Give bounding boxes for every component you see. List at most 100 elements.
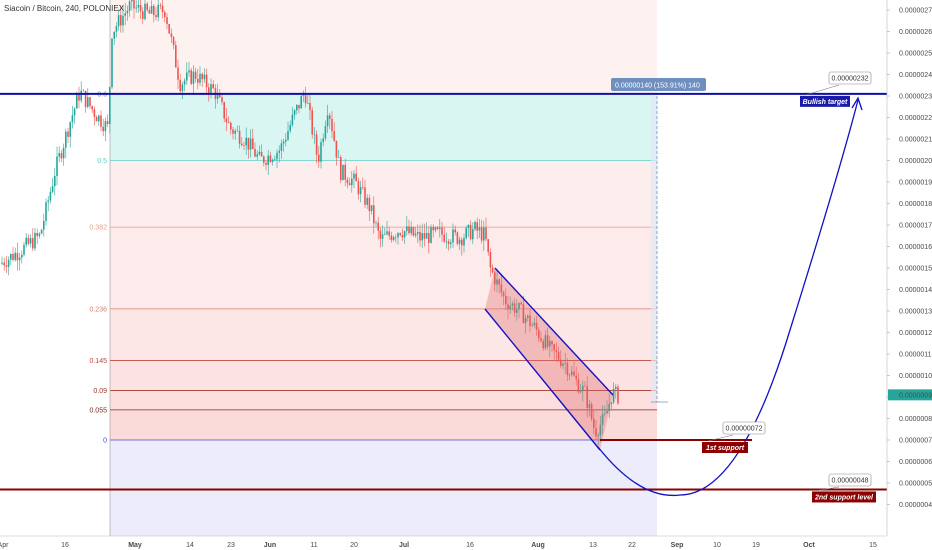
candle-body bbox=[469, 224, 472, 240]
candle-body bbox=[67, 131, 69, 137]
candle-body bbox=[579, 391, 582, 393]
callout-label: Bullish target bbox=[803, 99, 848, 106]
candle-body bbox=[78, 94, 80, 101]
candle-body bbox=[571, 371, 573, 375]
candle-body bbox=[302, 95, 305, 97]
candle-body bbox=[260, 151, 263, 157]
price-tick-label: 0.00000110 bbox=[899, 352, 932, 359]
candle-body bbox=[45, 202, 47, 221]
candle-body bbox=[212, 84, 214, 89]
candle-body bbox=[227, 122, 230, 123]
fib-level-label: 0.5 bbox=[97, 158, 107, 165]
candle-body bbox=[199, 73, 201, 83]
candle-body bbox=[203, 74, 206, 80]
time-tick-label: Jul bbox=[399, 542, 409, 549]
candle-body bbox=[230, 122, 232, 130]
candle-body bbox=[278, 150, 280, 153]
candle-body bbox=[346, 179, 349, 184]
candle-body bbox=[476, 222, 478, 231]
candle-body bbox=[502, 292, 505, 297]
callout-tag bbox=[800, 95, 850, 107]
candle-body bbox=[601, 414, 604, 425]
candle-body bbox=[612, 388, 615, 403]
candle-body bbox=[463, 238, 465, 246]
time-tick-label: Aug bbox=[531, 542, 545, 549]
candle-body bbox=[432, 227, 434, 231]
candle-body bbox=[181, 84, 184, 92]
fib-level-label: 0.145 bbox=[89, 358, 107, 365]
candle-body bbox=[87, 97, 89, 107]
candle-body bbox=[161, 5, 164, 13]
candle-body bbox=[208, 87, 210, 93]
candle-body bbox=[38, 233, 41, 237]
candle-body bbox=[300, 96, 302, 109]
candle-body bbox=[122, 15, 124, 26]
candle-body bbox=[241, 143, 243, 146]
callout-value: 0.00000232 bbox=[832, 76, 869, 83]
candle-body bbox=[3, 262, 5, 266]
candle-body bbox=[447, 241, 450, 244]
candle-body bbox=[590, 404, 593, 419]
candle-body bbox=[166, 17, 168, 25]
candle-body bbox=[5, 265, 8, 267]
candle-body bbox=[573, 371, 575, 376]
candle-body bbox=[410, 227, 412, 234]
candle-body bbox=[115, 26, 118, 32]
candle-body bbox=[379, 230, 382, 239]
time-tick-label: 11 bbox=[310, 542, 317, 549]
candle-body bbox=[399, 233, 401, 235]
candle-body bbox=[425, 232, 428, 239]
candle-body bbox=[331, 118, 333, 132]
candle-body bbox=[610, 402, 613, 404]
candle-body bbox=[320, 142, 322, 162]
candle-body bbox=[18, 257, 21, 261]
candle-body bbox=[98, 115, 100, 122]
callout-pointer bbox=[805, 84, 840, 96]
candle-body bbox=[443, 234, 445, 242]
candle-body bbox=[276, 152, 278, 160]
callout-tag bbox=[702, 442, 748, 453]
candle-body bbox=[390, 235, 393, 240]
price-axis-bg bbox=[887, 0, 932, 550]
candle-body bbox=[188, 70, 190, 73]
candle-body bbox=[344, 164, 346, 180]
candle-body bbox=[60, 153, 63, 159]
candle-body bbox=[120, 15, 122, 26]
candle-body bbox=[557, 352, 560, 360]
callout-label: 1st support bbox=[706, 445, 745, 452]
candle-body bbox=[137, 5, 140, 8]
candle-body bbox=[95, 116, 98, 122]
candle-body bbox=[483, 227, 485, 241]
chart-title: Siacoin / Bitcoin, 240, POLONIEX bbox=[4, 4, 125, 13]
callout-label: 2nd support level bbox=[814, 494, 874, 501]
candle-body bbox=[144, 3, 146, 19]
candle-body bbox=[234, 130, 236, 134]
fib-zone bbox=[110, 409, 657, 440]
time-tick-label: Apr bbox=[0, 542, 9, 549]
candle-body bbox=[298, 104, 300, 109]
candle-body bbox=[516, 309, 518, 313]
candle-body bbox=[377, 222, 379, 231]
candle-body bbox=[249, 138, 252, 150]
time-tick-label: 13 bbox=[589, 542, 597, 549]
candle-body bbox=[322, 138, 324, 143]
candle-body bbox=[210, 84, 212, 93]
candle-body bbox=[478, 227, 481, 231]
time-tick-label: 16 bbox=[466, 542, 474, 549]
candle-body bbox=[560, 359, 562, 366]
fib-zone bbox=[110, 440, 657, 536]
candle-body bbox=[370, 205, 373, 212]
candle-body bbox=[465, 227, 467, 239]
candle-body bbox=[258, 151, 261, 155]
candle-body bbox=[126, 10, 129, 14]
fib-zone bbox=[110, 0, 657, 94]
candle-body bbox=[597, 435, 599, 437]
candle-body bbox=[71, 115, 74, 123]
candle-body bbox=[128, 1, 131, 11]
candle-body bbox=[93, 109, 96, 117]
candle-body bbox=[21, 254, 23, 258]
